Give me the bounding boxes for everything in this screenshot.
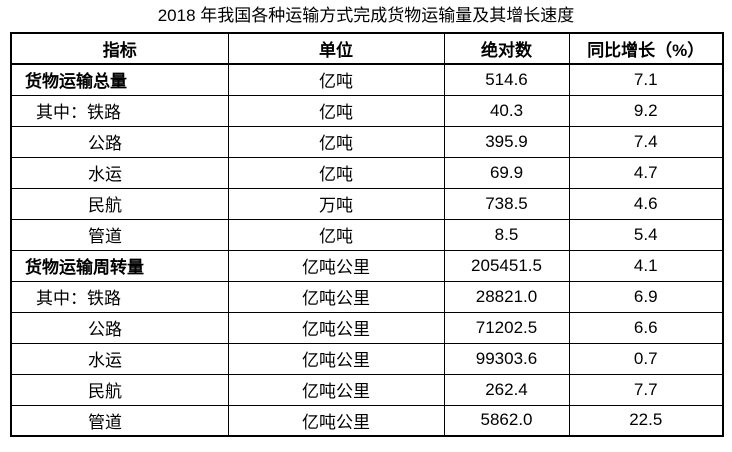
cell-absolute-value: 71202.5	[443, 311, 570, 344]
column-header-indicator: 指标	[10, 32, 229, 65]
cell-unit: 亿吨公里	[227, 342, 445, 375]
cell-unit: 亿吨	[227, 125, 445, 158]
table-row: 公路 亿吨 395.9 7.4	[10, 125, 724, 158]
cell-indicator: 管道	[10, 404, 229, 437]
cell-unit: 亿吨	[227, 94, 445, 127]
table-row: 水运 亿吨 69.9 4.7	[10, 156, 724, 189]
cell-absolute-value: 738.5	[443, 187, 570, 220]
cell-growth-rate: 9.2	[568, 94, 724, 127]
cell-absolute-value: 514.6	[443, 63, 570, 96]
cell-absolute-value: 262.4	[443, 373, 570, 406]
cell-indicator: 水运	[10, 156, 229, 189]
cell-indicator: 水运	[10, 342, 229, 375]
cell-absolute-value: 5862.0	[443, 404, 570, 437]
cell-absolute-value: 28821.0	[443, 280, 570, 313]
table-row: 货物运输周转量 亿吨公里 205451.5 4.1	[10, 249, 724, 282]
cell-growth-rate: 4.6	[568, 187, 724, 220]
cell-growth-rate: 6.9	[568, 280, 724, 313]
cell-growth-rate: 4.1	[568, 249, 724, 282]
cell-indicator: 其中：铁路	[10, 280, 229, 313]
cell-indicator: 货物运输总量	[10, 63, 229, 96]
cell-indicator: 货物运输周转量	[10, 249, 229, 282]
cell-indicator: 公路	[10, 311, 229, 344]
column-header-growth: 同比增长（%）	[568, 32, 724, 65]
column-header-absolute: 绝对数	[443, 32, 570, 65]
cell-growth-rate: 4.7	[568, 156, 724, 189]
table-body: 货物运输总量 亿吨 514.6 7.1 其中：铁路 亿吨 40.3 9.2 公路 亿吨 395.9 7…	[10, 63, 724, 437]
document-title: 2018 年我国各种运输方式完成货物运输量及其增长速度	[157, 6, 575, 25]
cell-unit: 万吨	[227, 187, 445, 220]
cell-growth-rate: 7.7	[568, 373, 724, 406]
cell-absolute-value: 69.9	[443, 156, 570, 189]
cell-unit: 亿吨	[227, 218, 445, 251]
table-row: 民航 亿吨公里 262.4 7.7	[10, 373, 724, 406]
table-row: 民航 万吨 738.5 4.6	[10, 187, 724, 220]
column-header-unit: 单位	[227, 32, 445, 65]
cell-indicator: 民航	[10, 373, 229, 406]
cell-unit: 亿吨公里	[227, 249, 445, 282]
cell-unit: 亿吨公里	[227, 280, 445, 313]
cell-indicator: 民航	[10, 187, 229, 220]
cell-unit: 亿吨公里	[227, 311, 445, 344]
cell-unit: 亿吨公里	[227, 404, 445, 437]
cell-indicator: 公路	[10, 125, 229, 158]
cell-growth-rate: 22.5	[568, 404, 724, 437]
cell-unit: 亿吨公里	[227, 373, 445, 406]
cell-growth-rate: 6.6	[568, 311, 724, 344]
cell-unit: 亿吨	[227, 156, 445, 189]
table-header-row: 指标 单位 绝对数 同比增长（%）	[10, 32, 724, 65]
table-row: 管道 亿吨公里 5862.0 22.5	[10, 404, 724, 437]
cell-absolute-value: 40.3	[443, 94, 570, 127]
cell-absolute-value: 395.9	[443, 125, 570, 158]
cell-indicator: 其中：铁路	[10, 94, 229, 127]
cell-growth-rate: 0.7	[568, 342, 724, 375]
table-row: 公路 亿吨公里 71202.5 6.6	[10, 311, 724, 344]
cell-absolute-value: 99303.6	[443, 342, 570, 375]
cell-growth-rate: 5.4	[568, 218, 724, 251]
table-row: 管道 亿吨 8.5 5.4	[10, 218, 724, 251]
table-row: 其中：铁路 亿吨公里 28821.0 6.9	[10, 280, 724, 313]
cell-growth-rate: 7.1	[568, 63, 724, 96]
table-row: 货物运输总量 亿吨 514.6 7.1	[10, 63, 724, 96]
table-row: 其中：铁路 亿吨 40.3 9.2	[10, 94, 724, 127]
freight-table: 指标 单位 绝对数 同比增长（%） 货物运输总量 亿吨 514.6 7.1 其中：铁路亿…	[10, 32, 724, 437]
cell-absolute-value: 205451.5	[443, 249, 570, 282]
cell-unit: 亿吨	[227, 63, 445, 96]
cell-indicator: 管道	[10, 218, 229, 251]
cell-absolute-value: 8.5	[443, 218, 570, 251]
table-row: 水运 亿吨公里 99303.6 0.7	[10, 342, 724, 375]
cell-growth-rate: 7.4	[568, 125, 724, 158]
